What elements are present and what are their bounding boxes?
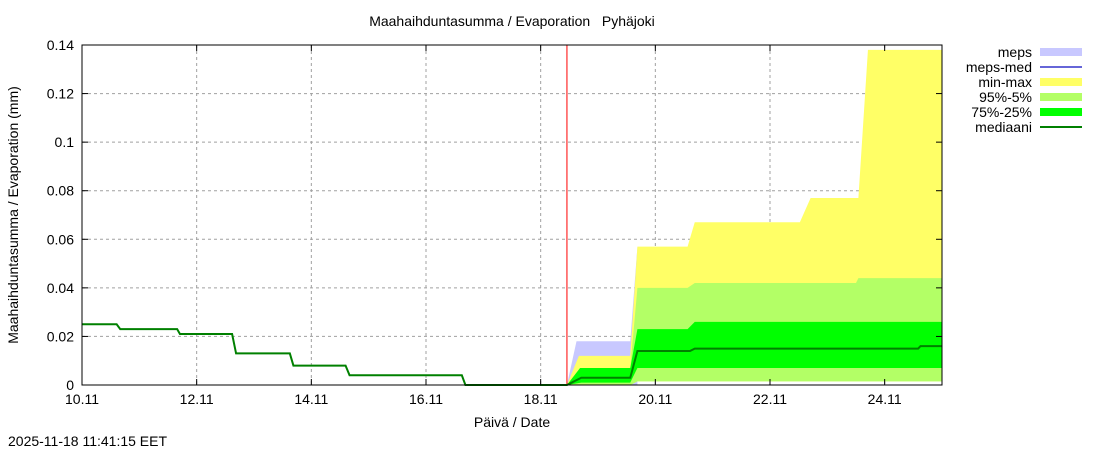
x-tick-label: 10.11 [65, 391, 99, 407]
legend-label: meps-med [966, 59, 1032, 75]
y-tick-label: 0.14 [47, 37, 74, 53]
x-tick-label: 24.11 [868, 391, 902, 407]
y-tick-label: 0.12 [47, 86, 74, 102]
y-axis-label: Maahaihduntasumma / Evaporation (mm) [5, 86, 21, 344]
y-tick-label: 0.04 [47, 280, 74, 296]
timestamp: 2025-11-18 11:41:15 EET [8, 433, 167, 449]
legend-swatch [1040, 78, 1082, 86]
y-tick-label: 0 [66, 377, 74, 393]
y-tick-label: 0.08 [47, 183, 74, 199]
legend-swatch [1040, 93, 1082, 101]
x-tick-label: 22.11 [753, 391, 787, 407]
plot-frame [81, 44, 943, 386]
chart-title: Maahaihduntasumma / Evaporation Pyhäjoki [369, 13, 655, 29]
y-tick-label: 0.06 [47, 231, 74, 247]
x-tick-label: 14.11 [294, 391, 328, 407]
band-meps [566, 246, 638, 385]
band-75-25- [566, 321, 942, 385]
legend-swatch [1040, 108, 1082, 116]
legend-label: 95%-5% [979, 89, 1032, 105]
line-mediaani [82, 323, 942, 386]
y-tick-label: 0.1 [55, 134, 75, 150]
legend-label: meps [998, 44, 1032, 60]
x-tick-label: 20.11 [638, 391, 672, 407]
y-tick-label: 0.02 [47, 328, 74, 344]
x-tick-label: 18.11 [524, 391, 558, 407]
legend-label: 75%-25% [971, 104, 1032, 120]
legend-label: min-max [978, 74, 1032, 90]
x-tick-label: 16.11 [409, 391, 443, 407]
legend-label: mediaani [975, 119, 1032, 135]
x-axis-label: Päivä / Date [474, 414, 550, 430]
x-tick-label: 12.11 [180, 391, 214, 407]
legend-swatch [1040, 48, 1082, 56]
